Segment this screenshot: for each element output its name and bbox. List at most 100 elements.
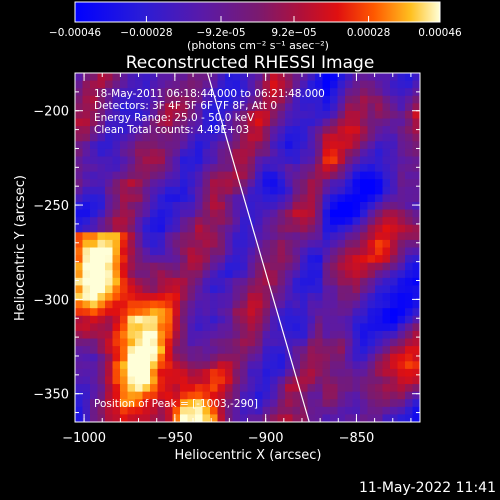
heatmap-cell (232, 255, 241, 264)
heatmap-cell (247, 376, 256, 385)
heatmap-cell (202, 308, 211, 317)
heatmap-cell (300, 285, 308, 294)
heatmap-cell (255, 80, 263, 89)
heatmap-cell (277, 247, 286, 256)
heatmap-cell (105, 88, 113, 97)
heatmap-cell (97, 315, 106, 324)
heatmap-cell (90, 148, 98, 157)
heatmap-cell (217, 80, 226, 89)
heatmap-cell (330, 224, 338, 233)
heatmap-cell (255, 95, 263, 104)
heatmap-cell (345, 80, 353, 89)
heatmap-cell (142, 293, 151, 302)
heatmap-cell (262, 391, 271, 400)
heatmap-cell (375, 346, 383, 355)
heatmap-cell (202, 217, 211, 226)
heatmap-cell (307, 277, 316, 286)
heatmap-cell (97, 88, 106, 97)
heatmap-cell (187, 110, 196, 120)
heatmap-cell (375, 80, 383, 89)
heatmap-cell (97, 376, 106, 385)
heatmap-cell (187, 323, 196, 332)
heatmap-cell (375, 95, 383, 104)
heatmap-cell (105, 353, 113, 362)
heatmap-cell (307, 270, 316, 279)
heatmap-cell (247, 209, 256, 218)
heatmap-cell (82, 300, 91, 309)
heatmap-cell (397, 126, 406, 135)
heatmap-cell (82, 277, 91, 286)
heatmap-cell (127, 239, 136, 248)
heatmap-cell (247, 338, 256, 347)
heatmap-cell (165, 368, 173, 377)
heatmap-cell (202, 232, 211, 241)
heatmap-cell (210, 414, 218, 422)
heatmap-cell (172, 224, 181, 233)
heatmap-cell (322, 217, 331, 226)
heatmap-cell (285, 399, 293, 408)
heatmap-cell (255, 148, 263, 157)
heatmap-cell (405, 391, 413, 400)
heatmap-cell (382, 368, 391, 377)
heatmap-cell (142, 338, 151, 347)
heatmap-cell (150, 368, 158, 377)
heatmap-cell (247, 406, 256, 415)
heatmap-cell (412, 194, 420, 203)
heatmap-cell (360, 285, 368, 294)
heatmap-cell (180, 285, 188, 294)
heatmap-cell (262, 148, 271, 157)
heatmap-cell (330, 323, 338, 332)
heatmap-cell (322, 353, 331, 362)
heatmap-cell (75, 247, 83, 256)
heatmap-cell (390, 262, 398, 271)
heatmap-cell (172, 209, 181, 218)
heatmap-cell (127, 399, 136, 408)
heatmap-cell (352, 118, 361, 127)
heatmap-cell (187, 330, 196, 340)
heatmap-cell (337, 224, 346, 233)
heatmap-cell (135, 239, 143, 248)
heatmap-image (75, 73, 420, 422)
heatmap-cell (180, 118, 188, 127)
heatmap-cell (150, 361, 158, 370)
heatmap-cell (120, 353, 128, 362)
heatmap-cell (97, 391, 106, 400)
heatmap-cell (240, 110, 248, 120)
heatmap-cell (112, 315, 121, 324)
heatmap-cell (412, 133, 420, 142)
heatmap-cell (82, 201, 91, 211)
heatmap-cell (165, 141, 173, 150)
heatmap-cell (367, 201, 376, 211)
heatmap-cell (345, 224, 353, 233)
heatmap-cell (292, 110, 301, 120)
heatmap-cell (195, 232, 203, 241)
heatmap-cell (277, 118, 286, 127)
heatmap-cell (97, 277, 106, 286)
heatmap-cell (195, 141, 203, 150)
heatmap-cell (217, 141, 226, 150)
heatmap-cell (172, 103, 181, 112)
heatmap-cell (240, 88, 248, 97)
heatmap-cell (172, 171, 181, 180)
heatmap-cell (210, 300, 218, 309)
heatmap-cell (172, 338, 181, 347)
heatmap-cell (232, 80, 241, 89)
heatmap-cell (292, 300, 301, 309)
heatmap-cell (195, 300, 203, 309)
heatmap-cell (112, 201, 121, 211)
heatmap-cell (195, 376, 203, 385)
heatmap-cell (307, 232, 316, 241)
heatmap-cell (375, 201, 383, 211)
heatmap-cell (382, 179, 391, 188)
heatmap-cell (277, 126, 286, 135)
heatmap-cell (225, 247, 233, 256)
heatmap-cell (157, 133, 166, 142)
heatmap-cell (285, 247, 293, 256)
heatmap-cell (285, 323, 293, 332)
heatmap-cell (202, 406, 211, 415)
heatmap-cell (135, 148, 143, 157)
heatmap-cell (202, 156, 211, 165)
heatmap-cell (217, 103, 226, 112)
heatmap-cell (345, 186, 353, 195)
heatmap-cell (367, 80, 376, 89)
